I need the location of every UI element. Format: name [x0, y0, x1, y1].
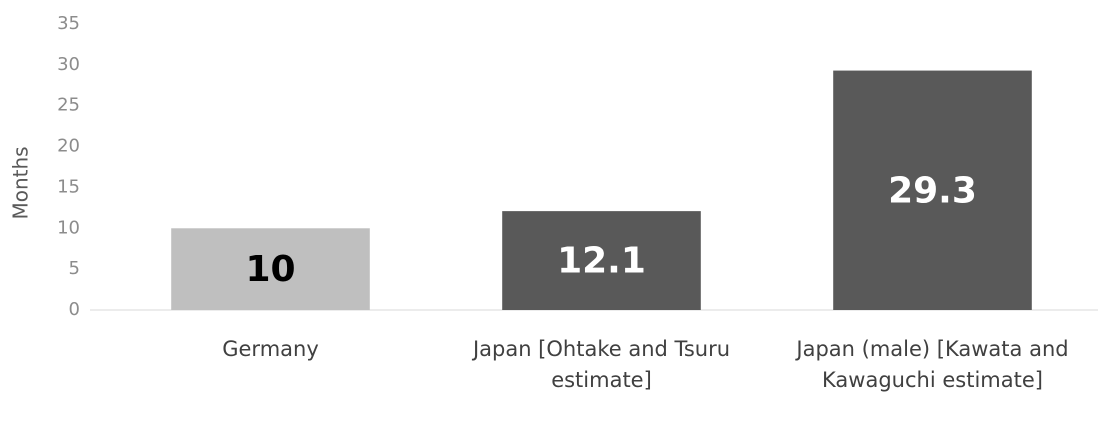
x-tick-label: Japan (male) [Kawata and Kawaguchi estim… — [796, 337, 1069, 392]
bar — [833, 70, 1032, 310]
bar — [171, 228, 370, 310]
y-tick-label: 5 — [69, 258, 80, 279]
y-axis-label: Months — [9, 146, 33, 219]
y-tick-label: 10 — [57, 217, 80, 238]
value-label: 12.1 — [557, 241, 646, 282]
y-tick-label: 0 — [69, 299, 80, 320]
value-label: 10 — [245, 249, 295, 290]
y-tick-label: 15 — [57, 176, 80, 197]
bar — [502, 211, 701, 310]
y-tick-label: 35 — [57, 13, 80, 34]
y-tick-label: 30 — [57, 54, 80, 75]
y-tick-label: 25 — [57, 95, 80, 116]
y-tick-label: 20 — [57, 136, 80, 157]
x-tick-label: Germany — [222, 337, 319, 361]
value-label: 29.3 — [888, 170, 977, 211]
x-tick-label: Japan [Ohtake and Tsuru estimate] — [472, 337, 731, 392]
